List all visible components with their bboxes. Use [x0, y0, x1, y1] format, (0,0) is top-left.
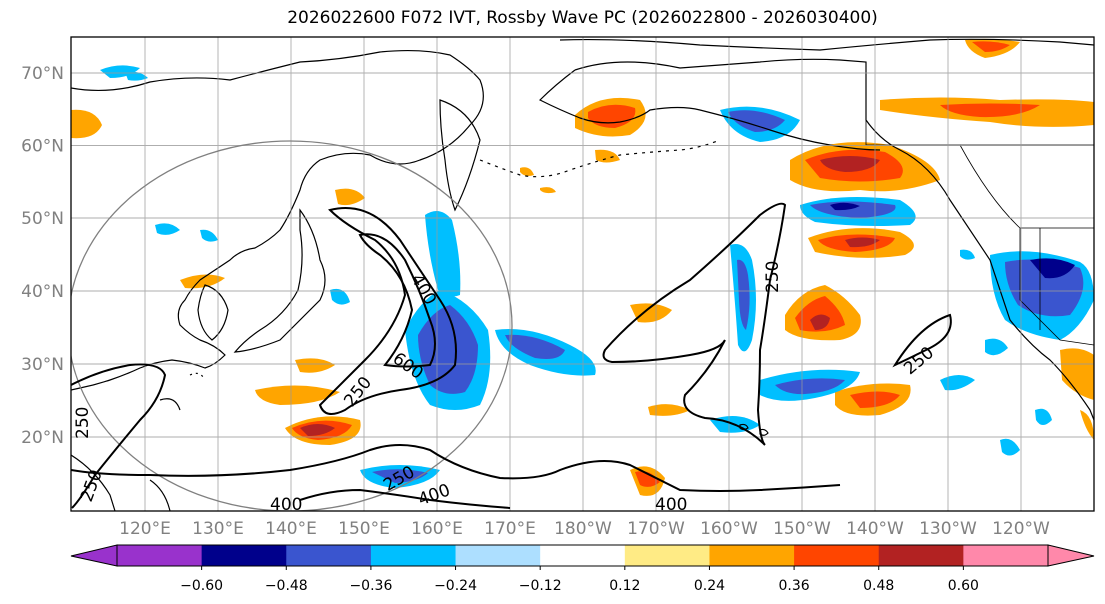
colorbar-ticks: −0.60 −0.48 −0.36 −0.24 −0.12 0.12 0.24 0.36 0.4…: [180, 566, 979, 594]
colorbar-bin: [286, 545, 372, 566]
latitude-labels: 70°N 60°N 50°N 40°N 30°N 20°N: [21, 64, 64, 448]
colorbar-tick-label: −0.60: [180, 578, 223, 594]
colorbar-bin: [370, 545, 457, 566]
colorbar-tick-label: 0.60: [948, 578, 979, 594]
page-title: 2026022600 F072 IVT, Rossby Wave PC (202…: [287, 8, 878, 28]
ivt-contours: [71, 202, 952, 509]
lon-label-130e: 130°E: [192, 519, 244, 539]
colorbar-bin: [794, 545, 880, 566]
lon-label-170e: 170°E: [484, 519, 536, 539]
colorbar: −0.60 −0.48 −0.36 −0.24 −0.12 0.12 0.24 0.36 0.4…: [70, 544, 1095, 594]
contour-label-400-d: 400: [270, 495, 302, 515]
colorbar-bin: [117, 545, 203, 566]
lon-label-160w: 160°W: [700, 519, 758, 539]
colorbar-tick-label: −0.36: [349, 578, 392, 594]
colorbar-bin: [709, 545, 795, 566]
lat-label-30n: 30°N: [21, 355, 64, 375]
colorbar-bin: [963, 545, 1049, 566]
colorbar-bin: [540, 545, 626, 566]
lon-label-120e: 120°E: [119, 519, 171, 539]
region-circle: [71, 140, 513, 511]
contour-label-400-b: 400: [655, 495, 687, 515]
lon-label-170w: 170°W: [627, 519, 685, 539]
colorbar-bin: [201, 545, 287, 566]
contour-label-250-f: 250: [73, 407, 93, 439]
lon-label-180w: 180°W: [554, 519, 612, 539]
lon-label-150e: 150°E: [338, 519, 390, 539]
lat-label-60n: 60°N: [21, 137, 64, 157]
contour-label-250-b: 250: [763, 261, 783, 293]
map-content: 400 250 600 250 250 400 250 400 250 400 …: [71, 37, 1094, 515]
lat-label-40n: 40°N: [21, 282, 64, 302]
ivt-shading: [71, 38, 1094, 496]
colorbar-under-triangle: [70, 544, 118, 567]
coastlines: [71, 38, 1094, 511]
colorbar-tick-label: −0.24: [434, 578, 477, 594]
colorbar-bin: [455, 545, 541, 566]
colorbar-bin: [878, 545, 964, 566]
lon-label-160e: 160°E: [411, 519, 463, 539]
colorbar-tick-label: −0.48: [265, 578, 308, 594]
colorbar-tick-label: 0.24: [694, 578, 725, 594]
lon-label-150w: 150°W: [773, 519, 831, 539]
colorbar-over-triangle: [1047, 544, 1095, 567]
lat-label-50n: 50°N: [21, 209, 64, 229]
colorbar-tick-label: −0.12: [519, 578, 562, 594]
lon-label-140w: 140°W: [846, 519, 904, 539]
longitude-labels: 120°E 130°E 140°E 150°E 160°E 170°E 180°…: [119, 519, 1050, 539]
lat-label-20n: 20°N: [21, 428, 64, 448]
lat-label-70n: 70°N: [21, 64, 64, 84]
colorbar-tick-label: 0.36: [779, 578, 810, 594]
colorbar-tick-label: 0.12: [609, 578, 640, 594]
colorbar-tick-label: 0.48: [863, 578, 894, 594]
gridlines: [71, 37, 1094, 511]
lon-label-140e: 140°E: [265, 519, 317, 539]
map-frame: [70, 36, 1095, 512]
lon-label-130w: 130°W: [919, 519, 977, 539]
colorbar-outline: [116, 544, 1049, 567]
colorbar-bin: [624, 545, 710, 566]
colorbar-bins: [117, 545, 1049, 566]
lon-label-120w: 120°W: [992, 519, 1050, 539]
